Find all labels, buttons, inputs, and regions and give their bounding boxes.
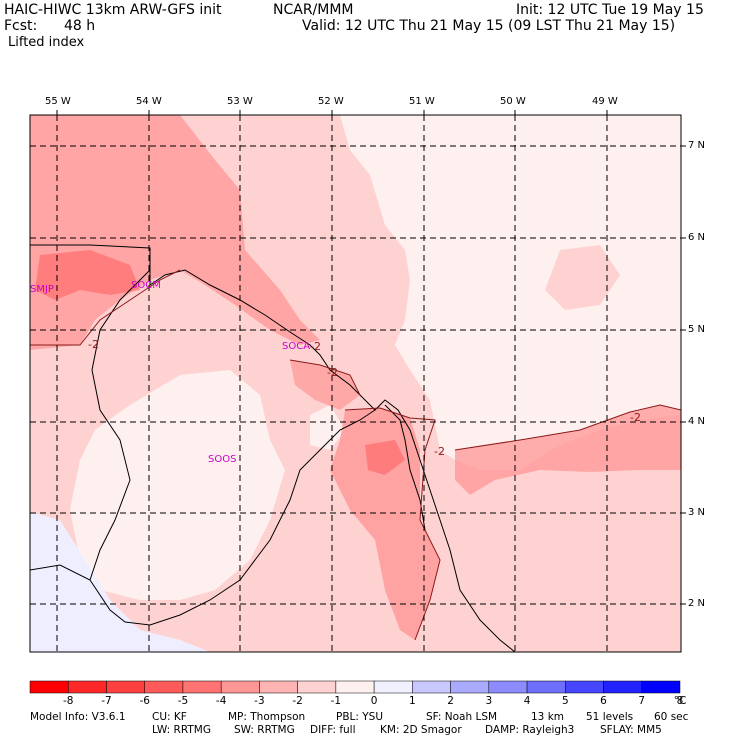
colorbar-unit: °C [674, 695, 687, 707]
organization: NCAR/MMM [273, 2, 354, 18]
lat-label-3n: 3 N [688, 507, 706, 518]
valid-time: Valid: 12 UTC Thu 21 May 15 (09 LST Thu … [302, 18, 676, 34]
lon-label-55w: 55 W [45, 96, 71, 107]
forecast-label: Fcst: [4, 18, 38, 34]
contour-2 [344, 407, 441, 641]
colorbar-tick-label: -7 [101, 695, 111, 707]
lat-label-4n: 4 N [688, 416, 706, 427]
lat-label-7n: 7 N [688, 140, 706, 151]
forecast-hour: 48 h [64, 18, 96, 34]
shade-moderate-east [455, 405, 681, 495]
shade-positive [30, 512, 210, 652]
lon-label-53w: 53 W [227, 96, 253, 107]
colorbar-swatch [67, 680, 107, 694]
contour-label: -2 [310, 340, 321, 353]
colorbar-tick-label: 5 [562, 695, 569, 707]
lat-label-5n: 5 N [688, 324, 706, 335]
model-title: HAIC-HIWC 13km ARW-GFS init [4, 2, 222, 18]
levels: 51 levels [586, 711, 634, 723]
init-time: Init: 12 UTC Tue 19 May 15 [516, 2, 704, 18]
contour-label: -2 [630, 411, 641, 424]
colorbar-swatch [259, 680, 298, 694]
colorbar-swatch [106, 680, 145, 694]
colorbar-tick-label: 6 [600, 695, 607, 707]
lat-label-2n: 2 N [688, 598, 706, 609]
colorbar-swatch [412, 680, 451, 694]
sf-scheme: SF: Noah LSM [426, 711, 498, 723]
colorbar-swatch [220, 680, 260, 694]
colorbar-swatch [526, 680, 566, 694]
contour-label: -2 [88, 338, 99, 351]
lw-scheme: LW: RRTMG [152, 724, 211, 736]
colorbar-swatch [182, 680, 222, 694]
colorbar-swatch [565, 680, 604, 694]
colorbar-swatch [641, 680, 681, 694]
colorbar-swatch [450, 680, 490, 694]
lon-label-49w: 49 W [592, 96, 618, 107]
colorbar-tick-label: 7 [638, 695, 645, 707]
colorbar-tick-label: -1 [331, 695, 341, 707]
map-frame [29, 114, 682, 653]
station-socm: SOCM [131, 280, 161, 291]
resolution: 13 km [531, 711, 565, 723]
colorbar-tick-label: -8 [63, 695, 73, 707]
lat-label-6n: 6 N [688, 232, 706, 243]
station-smjp: SMJP [30, 284, 54, 295]
timestep: 60 sec [654, 711, 689, 723]
colorbar [29, 680, 681, 694]
colorbar-swatch [335, 680, 375, 694]
colorbar-tick-label: -6 [139, 695, 150, 707]
pbl-scheme: PBL: YSU [336, 711, 384, 723]
contour-3 [454, 404, 681, 451]
damp-scheme: DAMP: Rayleigh3 [485, 724, 575, 736]
shade-weak-land [70, 370, 285, 600]
colorbar-tick-label: -2 [292, 695, 302, 707]
colorbar-swatch [488, 680, 528, 694]
model-info: Model Info: V3.6.1 [30, 711, 126, 723]
shade-weak-land2 [310, 405, 345, 450]
diff-scheme: DIFF: full [310, 724, 356, 736]
contour-4 [289, 359, 361, 396]
shade-strong-2 [365, 440, 405, 475]
shade-moderate-core [330, 408, 440, 640]
km-scheme: KM: 2D Smagor [380, 724, 462, 736]
colorbar-ticks: -8 -7 -6 -5 -4 -3 -2 -1 0 1 2 3 4 5 6 7 8 [63, 695, 683, 707]
field-name: Lifted index [8, 35, 85, 50]
cu-scheme: CU: KF [152, 711, 187, 723]
contour-label: -2 [327, 366, 338, 379]
contour-1 [30, 269, 181, 346]
colorbar-tick-label: 8 [677, 695, 684, 707]
shade-ocean-ribbon [545, 245, 620, 310]
coastline [30, 244, 516, 652]
lon-label-51w: 51 W [409, 96, 435, 107]
border-suriname-fguiana [30, 409, 376, 626]
colorbar-tick-label: -4 [216, 695, 227, 707]
lon-label-50w: 50 W [500, 96, 526, 107]
sw-scheme: SW: RRTMG [234, 724, 295, 736]
colorbar-swatch [144, 680, 184, 694]
colorbar-tick-label: 2 [447, 695, 454, 707]
colorbar-tick-label: -5 [178, 695, 188, 707]
lon-label-52w: 52 W [318, 96, 344, 107]
colorbar-tick-label: -3 [254, 695, 264, 707]
colorbar-tick-label: 3 [485, 695, 492, 707]
colorbar-tick-label: 0 [371, 695, 378, 707]
mp-scheme: MP: Thompson [228, 711, 306, 723]
colorbar-tick-label: 1 [409, 695, 416, 707]
station-soca: SOCA [282, 341, 310, 352]
colorbar-swatch [297, 680, 337, 694]
colorbar-swatch [29, 680, 69, 694]
contour-label: -2 [434, 445, 445, 458]
colorbar-tick-label: 4 [524, 695, 531, 707]
border-suriname-guyana [89, 269, 151, 581]
shade-strong-1 [35, 250, 140, 300]
sflay-scheme: SFLAY: MM5 [600, 724, 662, 736]
lon-label-54w: 54 W [136, 96, 162, 107]
colorbar-swatch [373, 680, 413, 694]
shade-weak-ocean [340, 115, 681, 470]
station-soos: SOOS [208, 454, 236, 465]
colorbar-swatch [603, 680, 643, 694]
